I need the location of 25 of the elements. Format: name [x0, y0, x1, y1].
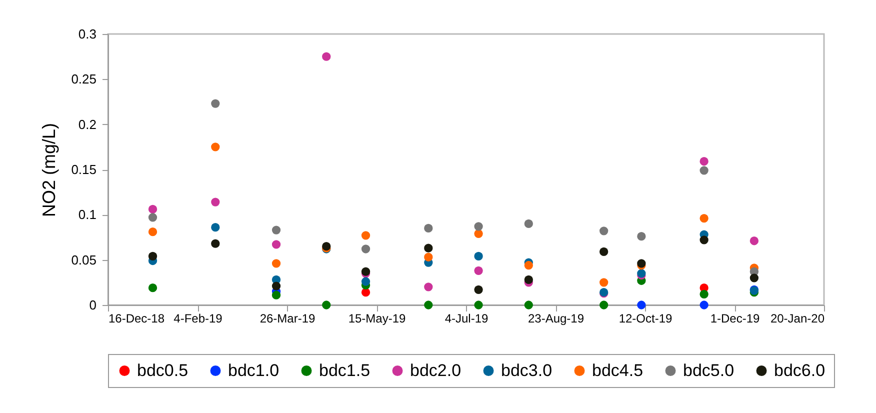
- y-tick-label: 0.15: [71, 162, 96, 177]
- x-tick-label: 4-Jul-19: [444, 312, 488, 326]
- y-tick-label: 0.05: [71, 252, 96, 268]
- y-tick-label: 0: [89, 298, 96, 312]
- legend-label: bdc3.0: [501, 360, 552, 380]
- y-axis-title: NO2 (mg/L): [39, 122, 60, 218]
- legend-label: bdc6.0: [774, 360, 826, 380]
- y-tick-label: 0.25: [71, 72, 96, 87]
- legend-label: bdc1.5: [319, 360, 370, 380]
- y-tick-label: 0.3: [78, 26, 96, 42]
- legend-label: bdc2.0: [410, 360, 462, 380]
- x-tick-label: 4-Feb-19: [174, 312, 223, 326]
- x-tick-label: 26-Mar-19: [260, 312, 316, 326]
- legend-label: bdc5.0: [683, 360, 734, 380]
- legend-label: bdc4.5: [592, 360, 644, 380]
- x-tick-label: 15-May-19: [348, 312, 406, 326]
- y-tick-label: 0.1: [78, 207, 96, 222]
- x-tick-label: 12-Oct-19: [618, 312, 672, 326]
- y-tick-label: 0.2: [78, 116, 96, 132]
- x-tick-label: 1-Dec-19: [710, 312, 760, 326]
- x-tick-label: 16-Dec-18: [108, 312, 165, 326]
- legend-label: bdc1.0: [228, 360, 280, 380]
- x-tick-label: 23-Aug-19: [528, 312, 584, 326]
- x-tick-label: 20-Jan-20: [770, 312, 825, 326]
- legend-label: bdc0.5: [137, 360, 188, 380]
